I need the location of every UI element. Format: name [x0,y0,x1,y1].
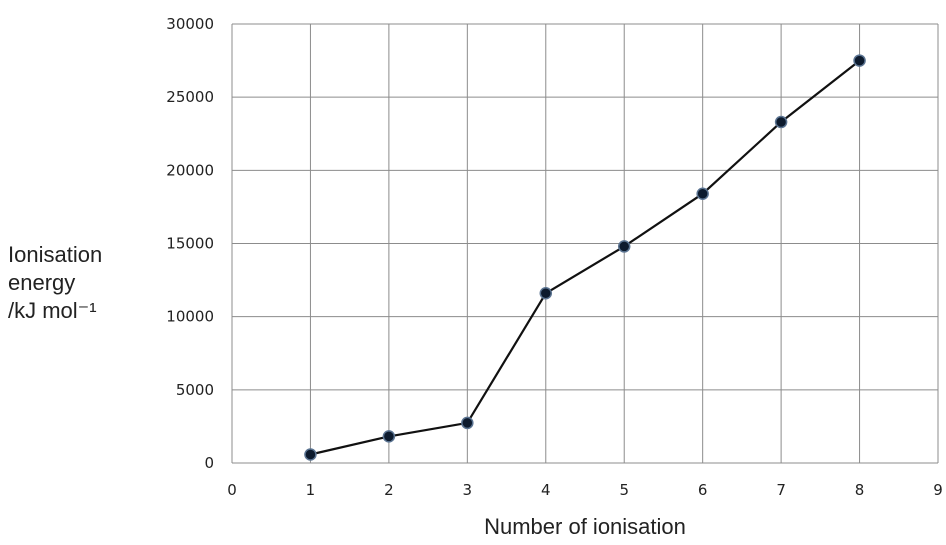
x-tick-label: 9 [933,481,943,499]
grid [232,24,938,463]
y-tick-label: 30000 [166,15,214,33]
y-tick-labels: 0 5000 10000 15000 20000 25000 30000 [166,15,214,472]
data-point-5 [619,241,630,252]
data-point-2 [383,431,394,442]
x-tick-label: 5 [619,481,629,499]
x-tick-labels: 0 1 2 3 4 5 6 7 8 9 [227,481,943,499]
x-tick-label: 0 [227,481,237,499]
data-point-7 [776,117,787,128]
data-point-4 [540,288,551,299]
y-tick-label: 10000 [166,308,214,326]
x-tick-label: 2 [384,481,394,499]
data-point-3 [462,417,473,428]
y-tick-label: 20000 [166,161,214,179]
y-tick-label: 25000 [166,88,214,106]
y-tick-label: 0 [204,454,214,472]
y-tick-label: 15000 [166,235,214,253]
x-tick-label: 3 [463,481,473,499]
x-tick-label: 1 [306,481,316,499]
x-tick-label: 6 [698,481,708,499]
y-tick-label: 5000 [176,381,214,399]
x-tick-label: 7 [776,481,786,499]
data-point-6 [697,188,708,199]
x-tick-label: 8 [855,481,865,499]
x-axis-label: Number of ionisation [484,514,686,539]
x-tick-label: 4 [541,481,551,499]
data-point-8 [854,55,865,66]
data-point-1 [305,449,316,460]
